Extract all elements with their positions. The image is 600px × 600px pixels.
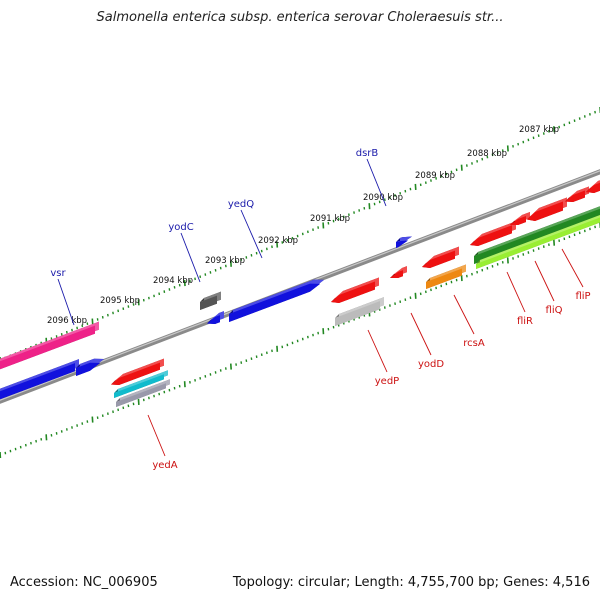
vsr-leader-line [57, 278, 75, 326]
accession-text: Accession: NC_006905 [10, 575, 158, 590]
topology-text: Topology: circular; Length: 4,755,700 bp… [232, 575, 590, 590]
feature-fli-lightgreen [476, 215, 600, 269]
scale-label: 2095 kbp [100, 296, 140, 306]
gene-label-yodC[interactable]: yodC [168, 222, 193, 233]
yodC-leader-line [180, 232, 201, 283]
feature-yedA-gray [116, 379, 170, 407]
feature-track [0, 180, 600, 407]
feature-yodC-gray [200, 291, 221, 310]
feature-blue-left [0, 359, 79, 400]
feature-yedA-cyan-front-face [114, 374, 164, 398]
feature-rcsA-orange-front-face [426, 268, 462, 289]
feature-yedQ [229, 279, 324, 322]
yodD-leader-line [410, 312, 432, 356]
feature-fli-red-4 [565, 186, 589, 202]
feature-fli-red-5-front-face [586, 182, 600, 193]
feature-fli-red-5 [586, 180, 600, 193]
feature-yedP-gray [335, 297, 384, 326]
scale-labels: 2096 kbp 2095 kbp 2094 kbp 2093 kbp 2092 kbp… [47, 125, 559, 326]
scale-label: 2089 kbp [415, 171, 455, 181]
feature-fli-red-1-front-face [470, 225, 512, 246]
feature-yodC-blue [207, 311, 224, 324]
gene-label-fliR[interactable]: fliR [517, 316, 533, 327]
feature-yodD-top-face [394, 266, 407, 274]
feature-yodC-gray-front-face [200, 295, 217, 310]
feature-rcsA-orange [426, 264, 466, 289]
feature-yedA-red [111, 358, 164, 385]
feature-fli-red-4-front-face [565, 190, 585, 202]
feature-fli-red-3-front-face [527, 201, 563, 221]
fliR-leader-line [506, 271, 526, 313]
rcsA-leader-line [453, 294, 475, 335]
feature-yedP-red [331, 277, 379, 303]
scale-label: 2096 kbp [47, 316, 87, 326]
scale-label: 2088 kbp [467, 149, 507, 159]
feature-yedA-gray-front-face [116, 383, 166, 407]
feature-fli-lightgreen-front-face [476, 217, 600, 269]
feature-fli-red-1 [470, 221, 516, 246]
feature-fli-green-front-face [474, 208, 600, 264]
feature-fli-red-2 [510, 212, 530, 225]
inner-tick-ring [0, 222, 600, 459]
feature-vsr-front-face [76, 362, 100, 376]
feature-yedP-red-front-face [331, 281, 375, 303]
feature-fli-red-3 [527, 197, 567, 221]
feature-pink-front-face [0, 325, 95, 370]
scale-label: 2087 kbp [519, 125, 559, 135]
feature-yedA-cyan [114, 370, 168, 398]
gene-label-yodD[interactable]: yodD [418, 359, 444, 370]
feature-rcsA-red-front-face [422, 250, 455, 268]
yedA-leader-line [147, 414, 166, 457]
feature-yedA-red-front-face [111, 362, 160, 385]
yedQ-leader-line [240, 209, 263, 259]
gene-label-rcsA[interactable]: rcsA [463, 338, 485, 349]
feature-yodD-front-face [390, 270, 403, 278]
gene-label-yedA[interactable]: yedA [152, 460, 177, 471]
gene-labels: vsr yodC yedQ dsrB yedA yedP yodD rcsA fliR fliQ f… [50, 148, 590, 471]
dsrB-leader-line [366, 158, 387, 207]
feature-pink [0, 321, 99, 370]
feature-yedQ-front-face [229, 283, 320, 322]
scale-label: 2093 kbp [205, 256, 245, 266]
feature-fli-red-2-front-face [510, 216, 526, 225]
feature-yodC-blue-front-face [207, 315, 220, 324]
gene-label-yedQ[interactable]: yedQ [228, 199, 254, 210]
scale-label: 2092 kbp [258, 236, 298, 246]
gene-label-vsr[interactable]: vsr [50, 268, 66, 279]
feature-dsrB-front-face [396, 240, 408, 248]
gene-label-fliQ[interactable]: fliQ [546, 305, 563, 316]
feature-yedP-gray-front-face [335, 301, 380, 326]
gene-label-dsrB[interactable]: dsrB [356, 148, 379, 159]
feature-rcsA-red [422, 246, 459, 268]
feature-blue-left-front-face [0, 363, 75, 400]
gene-label-yedP[interactable]: yedP [375, 376, 399, 387]
fliP-leader-line [561, 248, 584, 288]
outer-tick-ring [0, 107, 600, 364]
gene-label-fliP[interactable]: fliP [575, 291, 590, 302]
feature-dsrB [396, 236, 412, 248]
yedP-leader-line [367, 329, 388, 373]
feature-vsr [76, 358, 104, 376]
scale-label: 2094 kbp [153, 276, 193, 286]
feature-yodD [390, 266, 407, 278]
scale-label: 2091 kbp [310, 214, 350, 224]
fliQ-leader-line [534, 260, 555, 302]
map-title: Salmonella enterica subsp. enterica sero… [96, 10, 504, 25]
